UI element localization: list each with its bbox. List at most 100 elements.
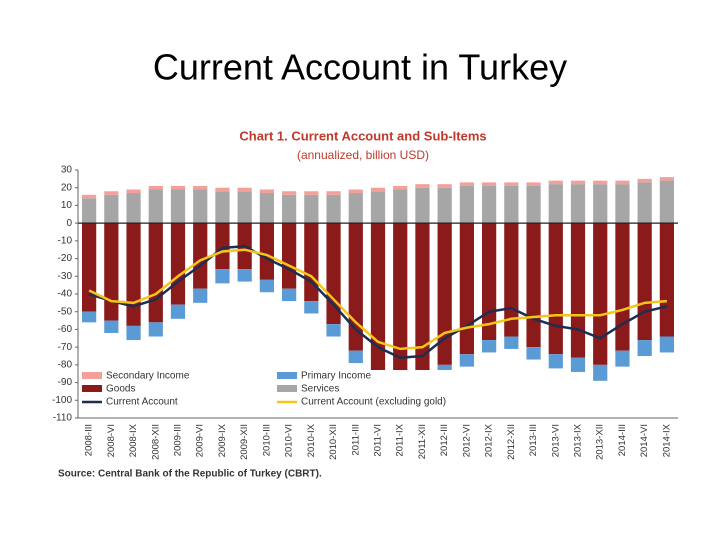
y-tick-label: -100 — [52, 395, 72, 406]
y-tick-label: -80 — [58, 359, 73, 370]
bar-segment — [104, 194, 119, 224]
bar-segment — [148, 189, 163, 224]
bar-segment — [637, 340, 652, 356]
bar-segment — [637, 182, 652, 224]
y-tick-label: -70 — [58, 342, 73, 353]
bar-segment — [193, 185, 208, 190]
y-tick-label: -10 — [58, 235, 73, 246]
x-tick-label: 2011-VI — [373, 424, 384, 457]
y-tick-label: 20 — [61, 182, 73, 193]
bar-segment — [104, 320, 119, 333]
bar-segment — [348, 223, 363, 351]
bar-segment — [304, 223, 319, 302]
bar-segment — [326, 223, 341, 325]
bar-segment — [170, 189, 186, 224]
bar-segment — [259, 193, 274, 224]
bar-segment — [526, 182, 541, 186]
legend-label: Primary Income — [301, 371, 371, 382]
bar-segment — [415, 223, 430, 383]
bar-segment — [126, 189, 141, 194]
bar-segment — [326, 194, 341, 224]
bar-segment — [215, 187, 230, 192]
bar-segment — [237, 191, 252, 224]
x-tick-label: 2008-XII — [150, 424, 161, 460]
bar-segment — [548, 180, 563, 185]
x-tick-label: 2013-III — [528, 424, 539, 456]
bar-segment — [459, 182, 474, 186]
bar-segment — [570, 357, 586, 372]
bar-segment — [304, 194, 319, 224]
bar-segment — [259, 189, 274, 194]
bar-segment — [393, 223, 408, 383]
y-tick-label: -60 — [58, 324, 73, 335]
x-tick-label: 2009-IX — [217, 423, 228, 457]
bar-segment — [148, 322, 163, 337]
bar-segment — [215, 191, 230, 224]
bar-segment — [437, 223, 452, 365]
bar-segment — [282, 194, 297, 224]
legend-label: Goods — [106, 384, 135, 395]
y-tick-label: -90 — [58, 377, 73, 388]
x-tick-label: 2009-III — [173, 424, 184, 456]
x-tick-label: 2012-XII — [506, 424, 517, 460]
bar-segment — [593, 223, 608, 365]
x-tick-label: 2011-III — [350, 424, 361, 456]
bar-segment — [504, 185, 519, 224]
x-tick-label: 2010-VI — [284, 424, 295, 457]
x-tick-label: 2012-III — [439, 424, 450, 456]
bar-segment — [437, 184, 452, 188]
bar-segment — [370, 191, 386, 224]
bar-segment — [482, 182, 497, 186]
bar-segment — [459, 354, 474, 367]
y-tick-label: 30 — [61, 165, 73, 176]
bar-segment — [548, 354, 563, 369]
bar-segment — [82, 311, 97, 323]
bar-segment — [370, 223, 386, 371]
bar-segment — [659, 223, 674, 337]
legend-box — [82, 370, 562, 410]
line-series — [88, 244, 668, 360]
x-tick-label: 2013-XII — [595, 424, 606, 460]
bar-segment — [615, 180, 630, 185]
bar-segment — [482, 340, 497, 353]
bar-segment — [193, 223, 208, 289]
x-tick-label: 2010-III — [261, 424, 272, 456]
bar-segment — [170, 185, 186, 190]
bar-segment — [593, 364, 608, 381]
x-tick-label: 2008-IX — [128, 423, 139, 457]
x-tick-label: 2011-IX — [395, 423, 406, 456]
legend-label: Services — [301, 384, 339, 395]
bar-segment — [126, 193, 141, 224]
bar-segment — [659, 336, 674, 353]
bar-segment — [259, 279, 274, 293]
y-tick-label: 10 — [61, 200, 73, 211]
bar-segment — [659, 177, 674, 181]
y-tick-label: 0 — [66, 218, 72, 229]
legend-swatch — [82, 372, 102, 379]
bar-segment — [593, 180, 608, 185]
bar-segment — [282, 288, 297, 302]
bar-segment — [437, 187, 452, 224]
bar-segment — [459, 223, 474, 355]
bar-segment — [415, 184, 430, 188]
bar-segment — [593, 184, 608, 224]
bar-segment — [570, 223, 586, 358]
x-tick-label: 2008-III — [84, 424, 95, 456]
bar-segment — [193, 288, 208, 303]
bar-segment — [459, 185, 474, 224]
slide-title: Current Account in Turkey — [153, 47, 567, 88]
bar-segment — [548, 223, 563, 355]
bar-segment — [126, 223, 141, 326]
bar-segment — [393, 189, 408, 224]
x-tick-label: 2014-VI — [639, 424, 650, 457]
bar-segment — [526, 223, 541, 348]
bar-segment — [659, 180, 674, 224]
bar-segment — [526, 347, 541, 360]
bar-segment — [126, 325, 141, 341]
bar-segment — [548, 184, 563, 224]
bar-segment — [148, 223, 163, 323]
legend-label: Current Account — [106, 397, 178, 408]
bar-segment — [348, 193, 363, 224]
